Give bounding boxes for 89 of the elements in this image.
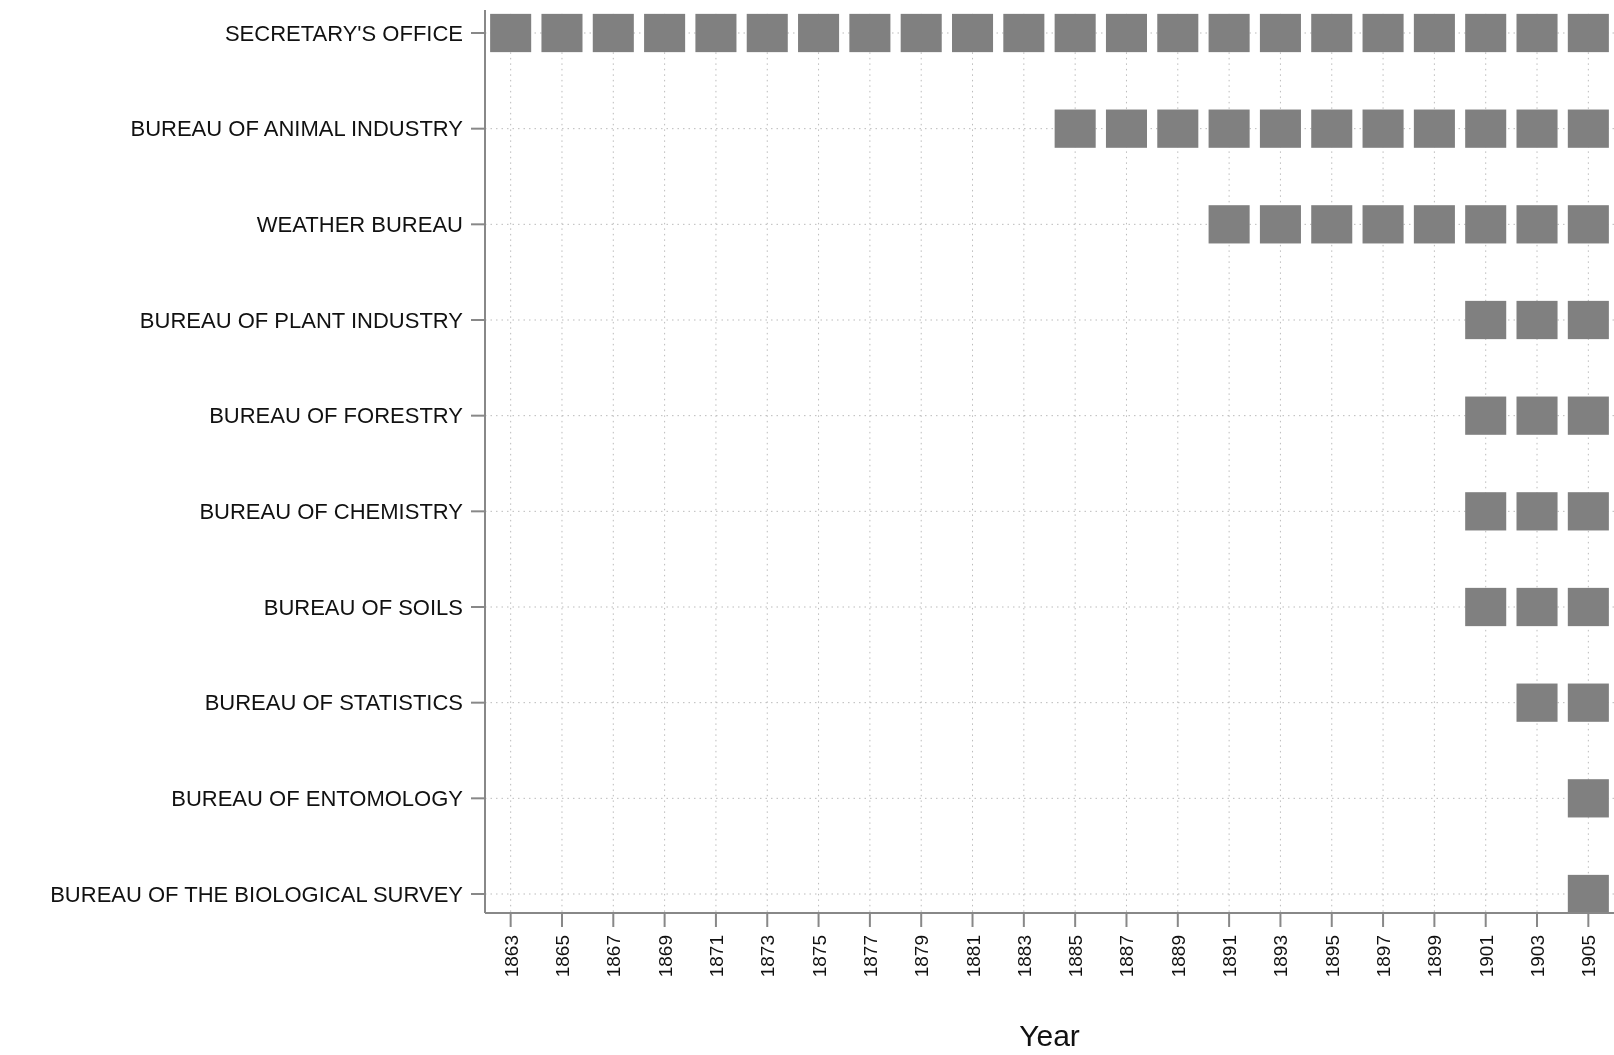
bar [1465, 300, 1507, 340]
bar [1567, 683, 1609, 722]
x-tick-label: 1867 [603, 935, 625, 978]
x-tick-label: 1881 [962, 935, 984, 978]
bar [1208, 205, 1250, 244]
bar [1259, 109, 1301, 148]
x-tick-label: 1885 [1065, 935, 1087, 978]
x-tick-label: 1873 [757, 935, 779, 978]
bar [1567, 779, 1609, 818]
bar [1157, 109, 1199, 148]
x-tick-label: 1875 [808, 935, 830, 978]
x-tick-label: 1895 [1321, 935, 1343, 978]
bar [1362, 205, 1404, 244]
bar [1208, 109, 1250, 148]
bar [1362, 109, 1404, 148]
bar [1567, 300, 1609, 340]
bar [1311, 13, 1353, 53]
bar [1567, 13, 1609, 53]
x-tick-label: 1871 [705, 935, 727, 978]
x-tick-label: 1889 [1167, 935, 1189, 978]
bar [746, 13, 788, 53]
bar [1567, 396, 1609, 435]
bar [900, 13, 942, 53]
bar [798, 13, 840, 53]
y-tick-label: BUREAU OF THE BIOLOGICAL SURVEY [50, 881, 464, 907]
bar [1054, 13, 1096, 53]
y-tick-label: BUREAU OF PLANT INDUSTRY [139, 307, 464, 333]
bar [1567, 205, 1609, 244]
bar [1157, 13, 1199, 53]
y-tick-label: BUREAU OF STATISTICS [204, 690, 463, 716]
bar [1516, 587, 1558, 627]
bar [1516, 205, 1558, 244]
bar [849, 13, 891, 53]
x-tick-label: 1869 [654, 935, 676, 978]
y-tick-label: WEATHER BUREAU [256, 212, 463, 238]
bar [1465, 492, 1507, 531]
y-tick-label: BUREAU OF ENTOMOLOGY [171, 786, 464, 812]
bar [1465, 587, 1507, 627]
bar [1465, 205, 1507, 244]
x-axis-title: Year [1019, 1019, 1080, 1052]
y-tick-label: BUREAU OF CHEMISTRY [199, 499, 464, 525]
bar [1208, 13, 1250, 53]
bar [1516, 13, 1558, 53]
y-tick-label: SECRETARY'S OFFICE [224, 20, 463, 46]
x-tick-label: 1883 [1013, 935, 1035, 978]
x-tick-label: 1877 [859, 935, 881, 978]
x-tick-label: 1901 [1475, 935, 1497, 978]
bar [644, 13, 686, 53]
bar [1105, 109, 1147, 148]
x-tick-label: 1887 [1116, 935, 1138, 978]
bar [952, 13, 994, 53]
bar [1105, 13, 1147, 53]
bar [1465, 109, 1507, 148]
y-tick-label: BUREAU OF FORESTRY [209, 403, 464, 429]
bar [1516, 683, 1558, 722]
y-tick-label: BUREAU OF ANIMAL INDUSTRY [130, 116, 464, 142]
bar [1516, 396, 1558, 435]
bar [541, 13, 583, 53]
bar [1516, 109, 1558, 148]
x-tick-label: 1893 [1270, 935, 1292, 978]
bar [1567, 109, 1609, 148]
bar [1413, 13, 1455, 53]
bar [1054, 109, 1096, 148]
x-tick-label: 1905 [1578, 935, 1600, 978]
y-tick-label: BUREAU OF SOILS [263, 594, 463, 620]
bar [592, 13, 634, 53]
bar [1567, 587, 1609, 627]
bar [1003, 13, 1045, 53]
bar [1259, 205, 1301, 244]
bar [1413, 205, 1455, 244]
bar [1516, 492, 1558, 531]
x-tick-label: 1897 [1373, 935, 1395, 978]
bar [1516, 300, 1558, 340]
bar [695, 13, 737, 53]
bar [1259, 13, 1301, 53]
x-tick-label: 1903 [1527, 935, 1549, 978]
x-tick-label: 1879 [911, 935, 933, 978]
x-tick-label: 1865 [551, 935, 573, 978]
x-tick-label: 1891 [1219, 935, 1241, 978]
bar [1465, 396, 1507, 435]
bar [1567, 492, 1609, 531]
bar [1311, 205, 1353, 244]
bar [1465, 13, 1507, 53]
bar [1362, 13, 1404, 53]
x-tick-label: 1863 [500, 935, 522, 978]
bar [1311, 109, 1353, 148]
bar [1413, 109, 1455, 148]
x-tick-label: 1899 [1424, 935, 1446, 978]
bar [490, 13, 532, 53]
